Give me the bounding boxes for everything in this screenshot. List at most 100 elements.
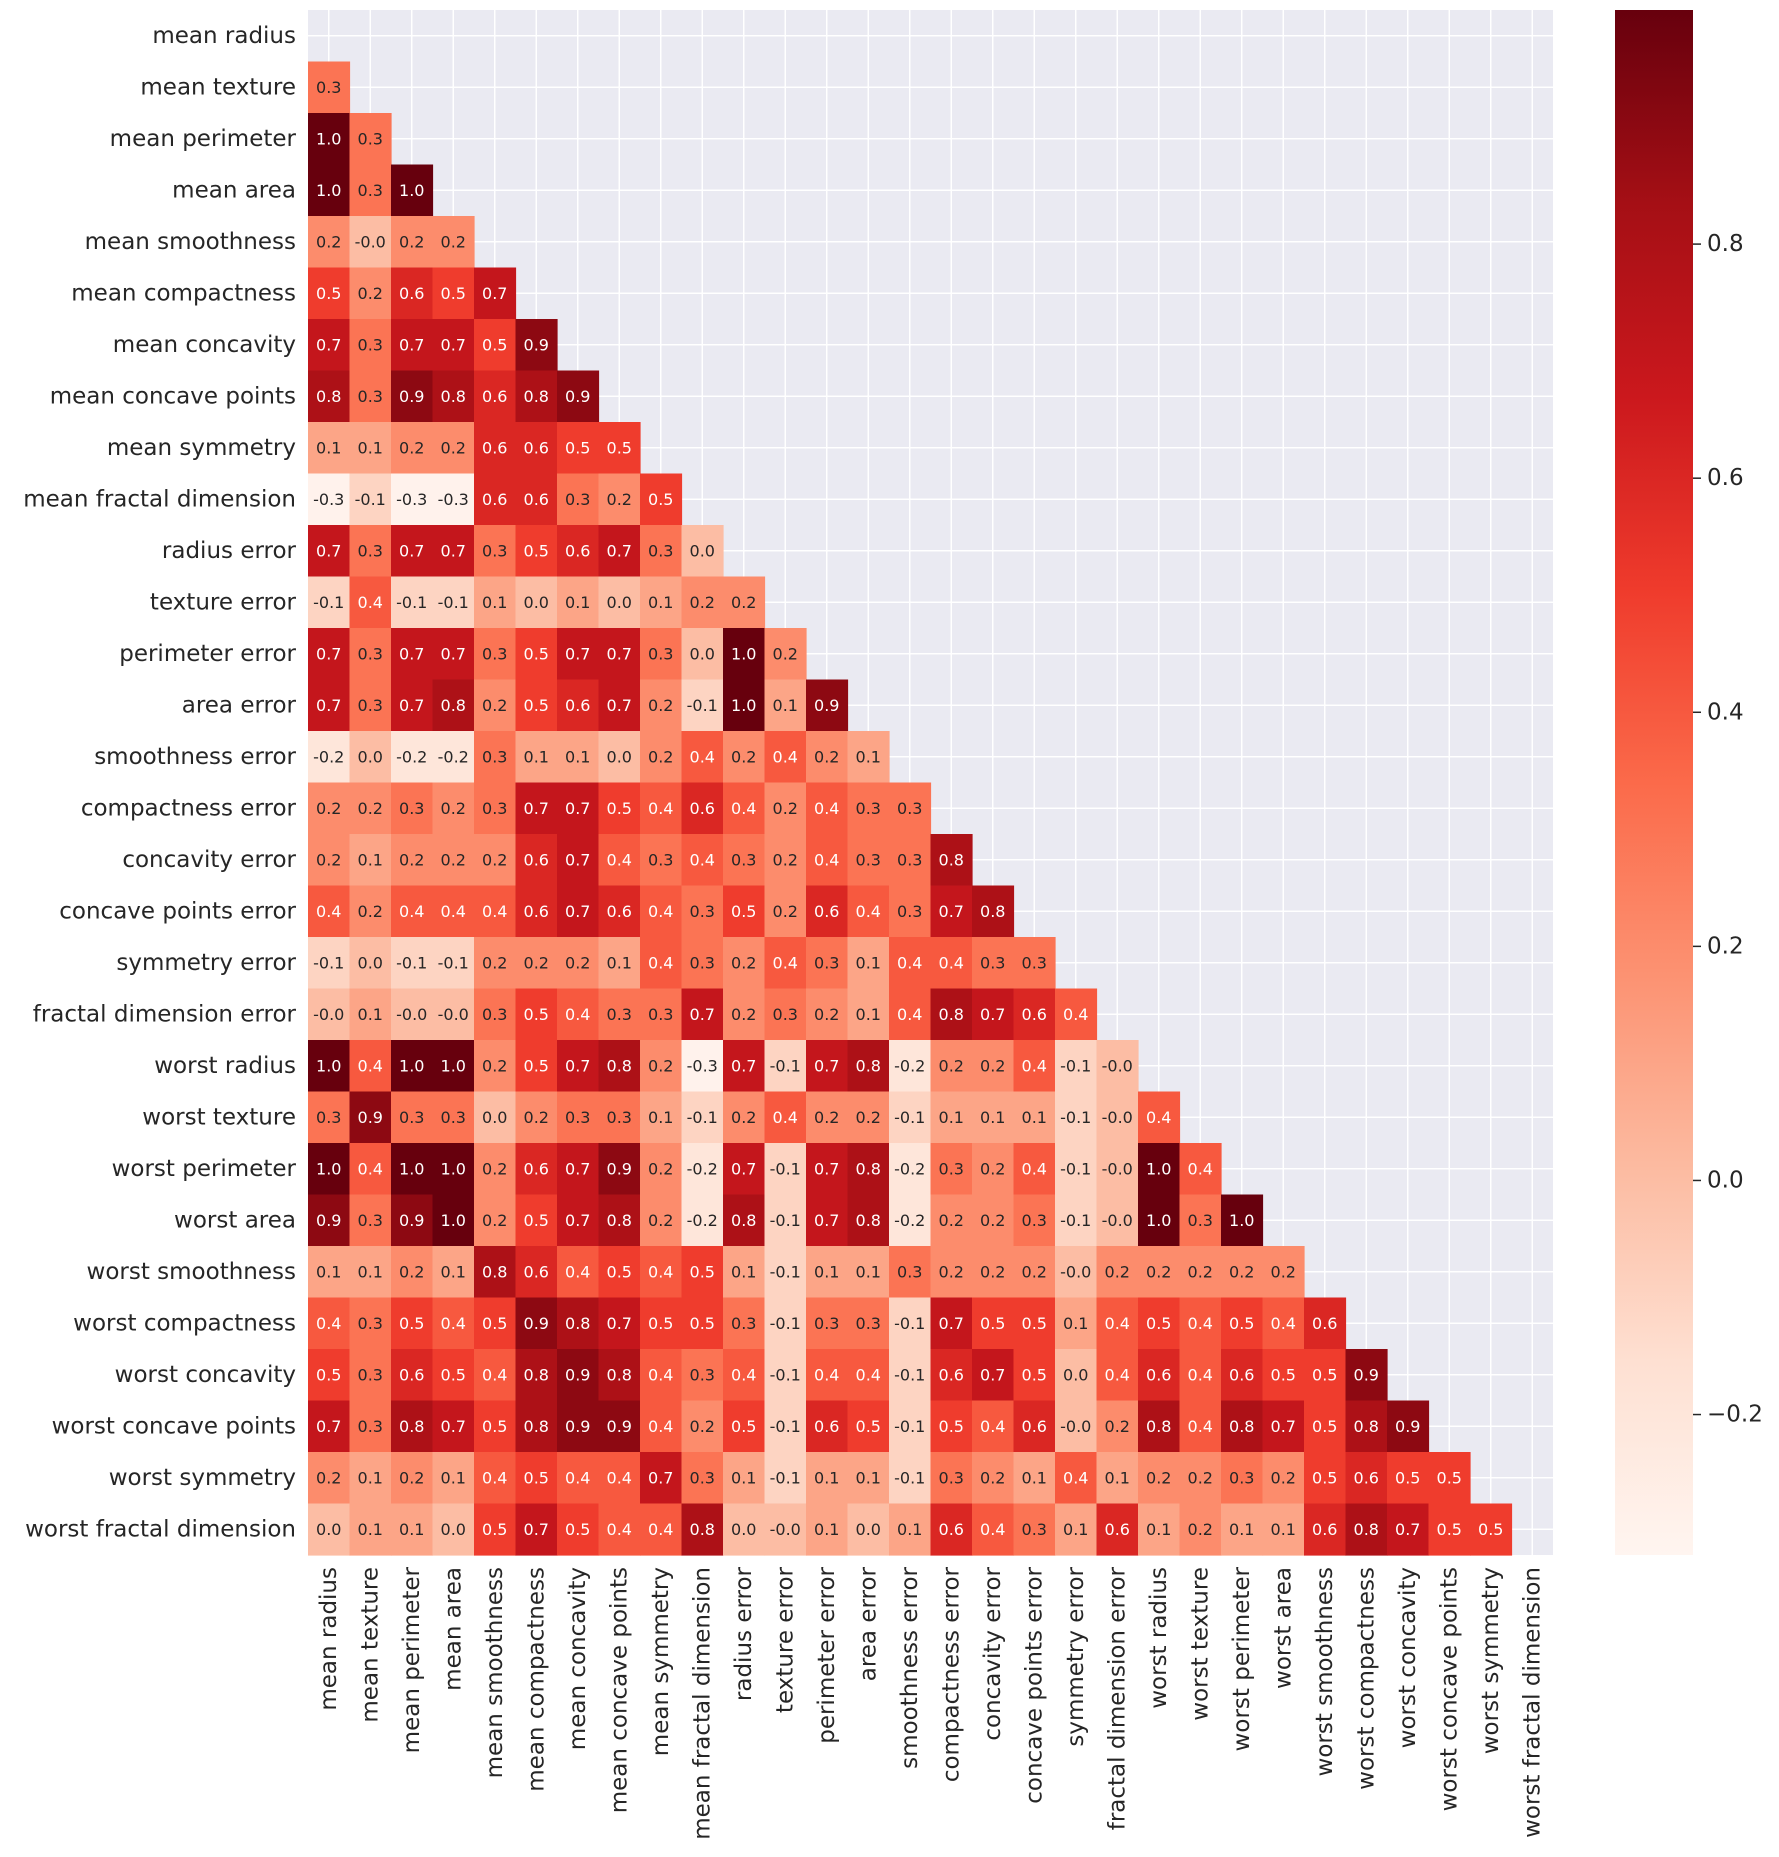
heatmap-cell [432,1143,475,1196]
cell-annotation: 0.1 [358,1520,383,1539]
heatmap-cell [681,1400,724,1453]
heatmap-cell [847,1452,890,1505]
y-tick-label: concavity error [122,847,296,873]
cell-annotation: 0.7 [316,541,341,560]
cell-annotation: 0.1 [856,953,881,972]
y-tick-label: worst concave points [52,1413,296,1439]
heatmap-cell [806,782,849,835]
cell-annotation: 0.3 [482,541,507,560]
cell-annotation: 0.3 [773,1005,798,1024]
heatmap-cell [1304,1349,1347,1402]
y-tick-label: symmetry error [116,950,296,976]
cell-annotation: 0.7 [565,1211,590,1230]
heatmap-cell [640,1452,683,1505]
cell-annotation: 0.4 [648,1417,673,1436]
heatmap-cell [598,422,641,475]
heatmap-cell [557,1503,600,1556]
cell-annotation: -0.1 [770,1314,801,1333]
heatmap-cell [1387,1400,1430,1453]
cell-annotation: 0.0 [1063,1365,1088,1384]
cell-annotation: 0.3 [1022,1211,1047,1230]
x-tick-label: worst smoothness [1312,1567,1338,1776]
cell-annotation: 0.2 [731,953,756,972]
heatmap-cell [889,1400,932,1453]
heatmap-cell [889,1143,932,1196]
heatmap-cell [515,731,558,784]
heatmap-cell [598,731,641,784]
cell-annotation: 0.2 [980,1211,1005,1230]
heatmap-cell [474,1400,517,1453]
x-tick-label: mean concave points [606,1567,632,1813]
cell-annotation: 0.3 [607,1005,632,1024]
cell-annotation: 0.4 [1188,1417,1213,1436]
cell-annotation: 0.3 [897,902,922,921]
cell-annotation: 0.7 [316,1417,341,1436]
heatmap-cell [308,113,351,166]
cell-annotation: 0.4 [358,1159,383,1178]
cell-annotation: -0.2 [313,747,344,766]
heatmap-cell [308,885,351,938]
heatmap-cell [391,525,434,578]
heatmap-cell [308,1400,351,1453]
heatmap-cell [972,1400,1015,1453]
heatmap-cell [847,731,890,784]
cell-annotation: 0.5 [316,284,341,303]
heatmap-cell [640,628,683,681]
cell-annotation: 0.6 [939,1520,964,1539]
cell-annotation: -0.1 [894,1468,925,1487]
heatmap-cell [474,576,517,629]
heatmap-cell [515,988,558,1041]
cell-annotation: 0.2 [648,1159,673,1178]
heatmap-cell [557,1143,600,1196]
heatmap-cell [391,1143,434,1196]
heatmap-cell [515,1040,558,1093]
heatmap-cell [349,1040,392,1093]
heatmap-cell [432,422,475,475]
cell-annotation: 1.0 [399,181,424,200]
heatmap-cell [308,834,351,887]
heatmap-cell [598,473,641,526]
heatmap-cell [930,1297,973,1350]
cell-annotation: 0.3 [690,902,715,921]
heatmap-cell [972,1452,1015,1505]
cell-annotation: 0.0 [358,953,383,972]
heatmap-cell [1304,1452,1347,1505]
cell-annotation: 0.4 [1105,1365,1130,1384]
cell-annotation: 0.6 [1105,1520,1130,1539]
heatmap-cell [515,782,558,835]
cell-annotation: 0.2 [773,799,798,818]
cell-annotation: 0.8 [607,1211,632,1230]
cell-annotation: -0.1 [770,1365,801,1384]
cell-annotation: 0.5 [524,1056,549,1075]
heatmap-cell [1179,1143,1222,1196]
cell-annotation: 0.2 [316,850,341,869]
cell-annotation: 0.4 [690,850,715,869]
heatmap-cell [806,988,849,1041]
heatmap-cell [1262,1349,1305,1402]
cell-annotation: 0.1 [939,1108,964,1127]
heatmap-cell [930,1246,973,1299]
cell-annotation: -0.0 [1102,1108,1133,1127]
cell-annotation: 0.2 [731,747,756,766]
heatmap-cell [391,164,434,217]
heatmap-cell [598,525,641,578]
heatmap-cell [349,1143,392,1196]
heatmap-cell [1096,1246,1139,1299]
heatmap-cell [1179,1349,1222,1402]
cell-annotation: 0.4 [648,799,673,818]
cell-annotation: -0.3 [687,1056,718,1075]
heatmap-cell [1179,1297,1222,1350]
heatmap-cell [391,1349,434,1402]
heatmap-cell [308,319,351,372]
cell-annotation: -0.2 [894,1056,925,1075]
heatmap-cell [889,885,932,938]
heatmap-cell [930,1349,973,1402]
cell-annotation: 0.4 [316,1314,341,1333]
cell-annotation: 0.6 [1354,1468,1379,1487]
cell-annotation: 0.4 [897,953,922,972]
cell-annotation: -0.1 [313,593,344,612]
cell-annotation: 0.5 [441,1365,466,1384]
heatmap-cell [1387,1503,1430,1556]
heatmap-cell [681,1091,724,1144]
cell-annotation: 0.7 [607,541,632,560]
